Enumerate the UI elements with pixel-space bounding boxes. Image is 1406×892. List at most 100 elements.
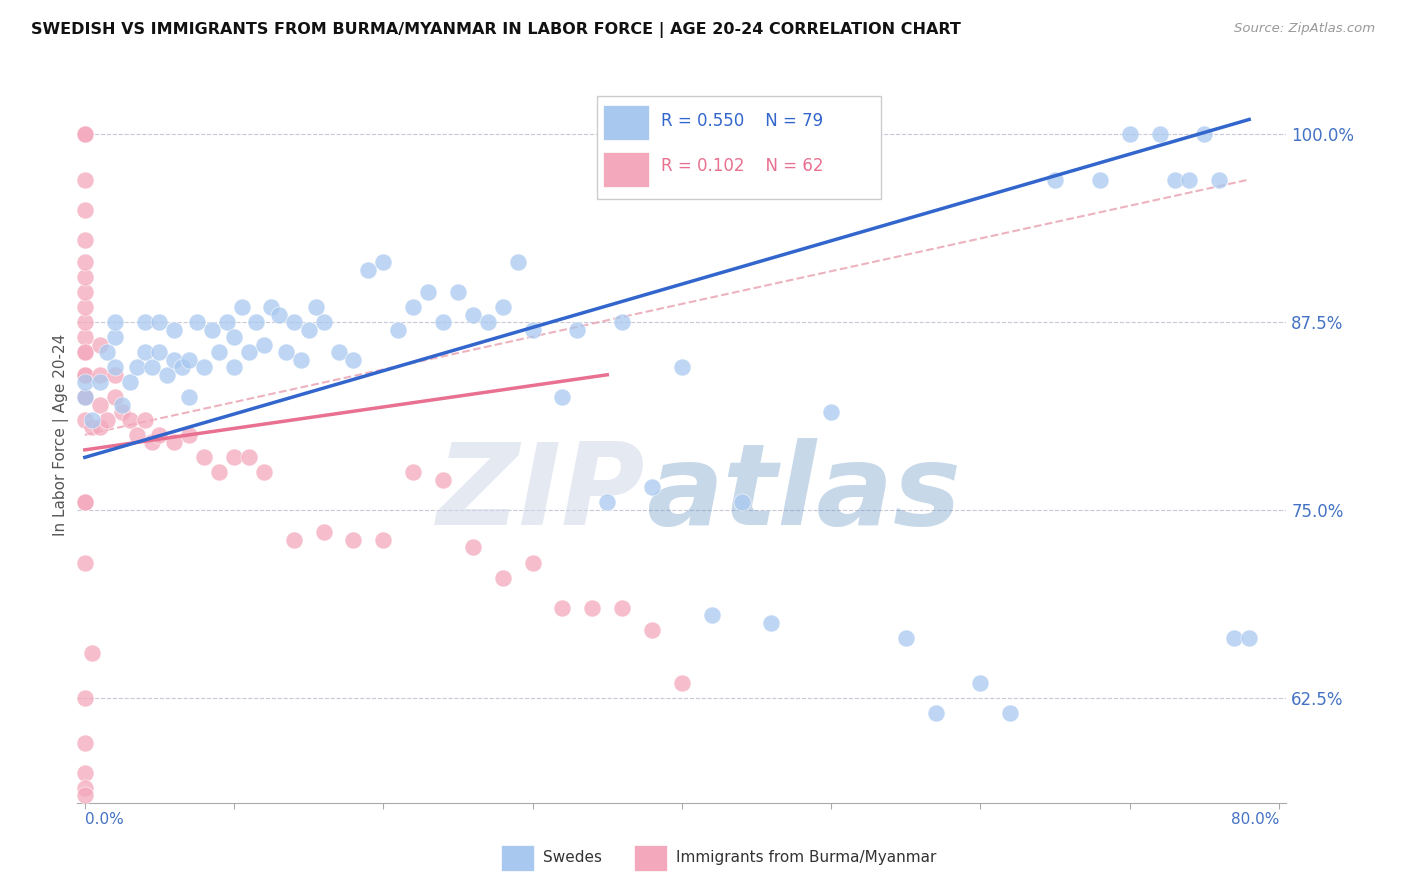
- Point: [596, 495, 619, 509]
- FancyBboxPatch shape: [598, 96, 882, 200]
- Point: [231, 300, 253, 314]
- Point: [73, 368, 96, 382]
- Point: [73, 255, 96, 269]
- Point: [260, 300, 283, 314]
- Point: [1000, 706, 1022, 720]
- Point: [73, 495, 96, 509]
- Point: [163, 352, 186, 367]
- Point: [342, 533, 364, 547]
- Point: [290, 352, 312, 367]
- Point: [73, 390, 96, 404]
- Point: [73, 233, 96, 247]
- FancyBboxPatch shape: [603, 152, 650, 186]
- Point: [170, 360, 193, 375]
- Point: [208, 466, 231, 480]
- Point: [567, 323, 589, 337]
- Point: [141, 360, 163, 375]
- Point: [73, 300, 96, 314]
- Text: R = 0.550    N = 79: R = 0.550 N = 79: [661, 112, 824, 129]
- Point: [104, 390, 127, 404]
- Point: [1163, 172, 1185, 186]
- Point: [276, 345, 298, 359]
- Point: [111, 405, 134, 419]
- Point: [1043, 172, 1066, 186]
- Point: [89, 376, 111, 390]
- Point: [328, 345, 350, 359]
- Point: [671, 360, 693, 375]
- Point: [1194, 128, 1216, 142]
- Point: [73, 556, 96, 570]
- Point: [305, 300, 328, 314]
- Point: [96, 413, 118, 427]
- Point: [125, 428, 148, 442]
- Point: [89, 337, 111, 351]
- Point: [73, 128, 96, 142]
- Text: Immigrants from Burma/Myanmar: Immigrants from Burma/Myanmar: [676, 850, 936, 864]
- Point: [1119, 128, 1142, 142]
- Point: [522, 556, 544, 570]
- Point: [179, 428, 201, 442]
- Point: [215, 315, 238, 329]
- Point: [894, 631, 917, 645]
- Point: [73, 495, 96, 509]
- Point: [432, 315, 454, 329]
- Point: [163, 435, 186, 450]
- Point: [73, 413, 96, 427]
- Point: [238, 450, 260, 465]
- Point: [267, 308, 290, 322]
- Point: [89, 398, 111, 412]
- Point: [156, 368, 179, 382]
- Text: ZIP: ZIP: [437, 438, 645, 549]
- Text: Source: ZipAtlas.com: Source: ZipAtlas.com: [1234, 22, 1375, 36]
- Point: [969, 675, 991, 690]
- Point: [73, 330, 96, 344]
- Point: [73, 202, 96, 217]
- Point: [186, 315, 208, 329]
- Point: [477, 315, 499, 329]
- Point: [134, 345, 156, 359]
- Point: [506, 255, 529, 269]
- Point: [1178, 172, 1201, 186]
- Point: [73, 376, 96, 390]
- Point: [104, 368, 127, 382]
- Text: R = 0.102    N = 62: R = 0.102 N = 62: [661, 157, 824, 175]
- Point: [134, 413, 156, 427]
- Point: [312, 525, 335, 540]
- Point: [253, 337, 276, 351]
- Point: [73, 780, 96, 795]
- Point: [163, 323, 186, 337]
- Point: [245, 315, 267, 329]
- Point: [73, 368, 96, 382]
- Point: [222, 450, 245, 465]
- Point: [89, 420, 111, 434]
- Point: [418, 285, 440, 300]
- Point: [118, 413, 141, 427]
- Point: [492, 300, 515, 314]
- Point: [761, 615, 783, 630]
- Point: [141, 435, 163, 450]
- Point: [96, 345, 118, 359]
- Text: atlas: atlas: [645, 438, 960, 549]
- Point: [111, 398, 134, 412]
- Point: [73, 270, 96, 285]
- Text: 0.0%: 0.0%: [84, 812, 124, 827]
- Point: [73, 390, 96, 404]
- Point: [1237, 631, 1260, 645]
- Point: [238, 345, 260, 359]
- Point: [342, 352, 364, 367]
- Point: [820, 405, 842, 419]
- Point: [283, 533, 305, 547]
- Point: [373, 255, 395, 269]
- FancyBboxPatch shape: [603, 105, 650, 140]
- Point: [82, 413, 104, 427]
- FancyBboxPatch shape: [501, 845, 534, 871]
- Point: [73, 128, 96, 142]
- Point: [551, 600, 574, 615]
- Text: SWEDISH VS IMMIGRANTS FROM BURMA/MYANMAR IN LABOR FORCE | AGE 20-24 CORRELATION : SWEDISH VS IMMIGRANTS FROM BURMA/MYANMAR…: [31, 22, 960, 38]
- Point: [551, 390, 574, 404]
- Point: [73, 690, 96, 705]
- Point: [492, 570, 515, 584]
- FancyBboxPatch shape: [634, 845, 668, 871]
- Point: [298, 323, 321, 337]
- Point: [148, 428, 170, 442]
